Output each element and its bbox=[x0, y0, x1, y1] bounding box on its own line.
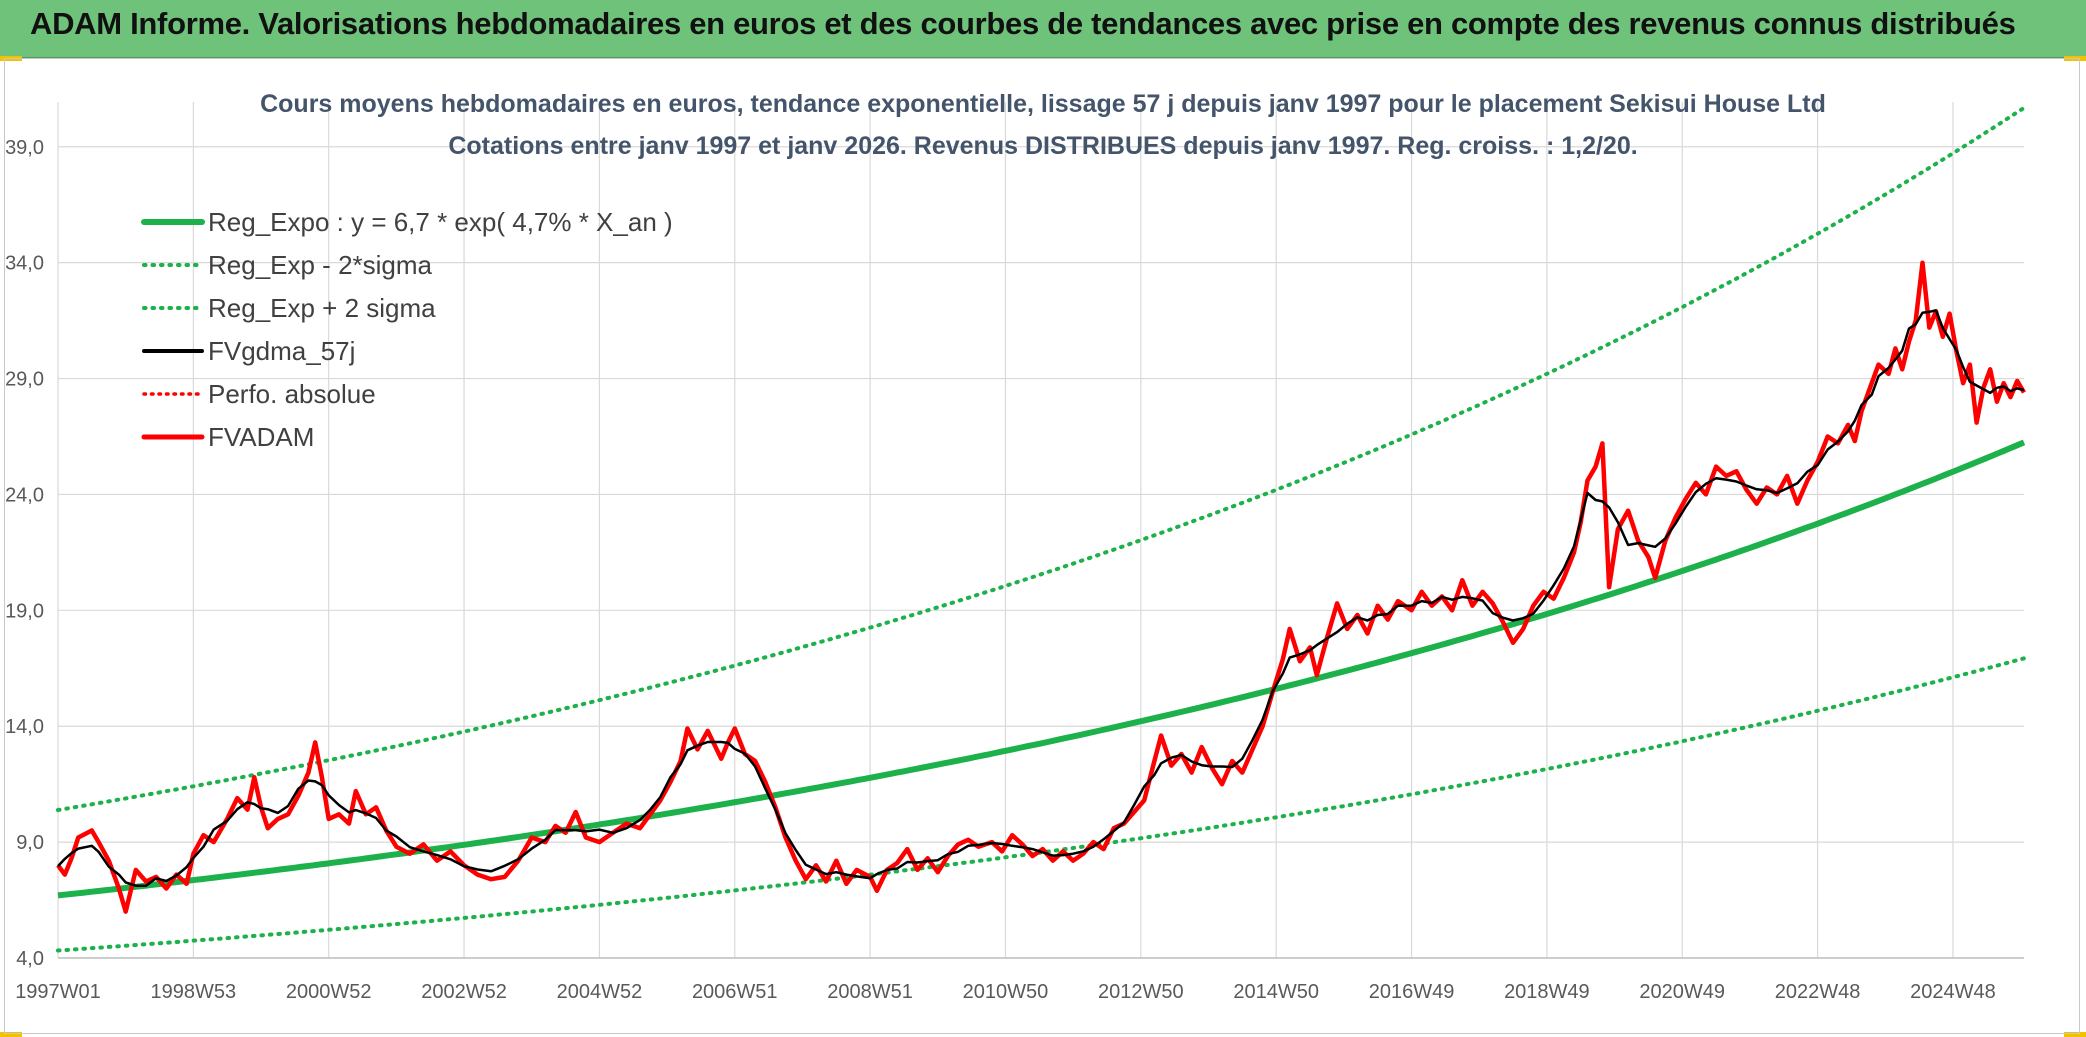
y-tick-label: 14,0 bbox=[5, 716, 44, 738]
x-tick-label: 2008W51 bbox=[827, 981, 913, 1003]
legend-label: FVADAM bbox=[208, 422, 314, 452]
header-bar: ADAM Informe. Valorisations hebdomadaire… bbox=[0, 0, 2086, 58]
x-tick-label: 2006W51 bbox=[692, 981, 778, 1003]
y-tick-label: 39,0 bbox=[5, 137, 44, 159]
legend-label: FVgdma_57j bbox=[208, 336, 355, 366]
x-tick-label: 1998W53 bbox=[151, 981, 237, 1003]
x-tick-label: 2024W48 bbox=[1910, 981, 1996, 1003]
x-tick-label: 2018W49 bbox=[1504, 981, 1590, 1003]
legend-label: Reg_Expo : y = 6,7 * exp( 4,7% * X_an ) bbox=[208, 207, 673, 237]
series-layer bbox=[56, 105, 2026, 953]
gridlines bbox=[57, 102, 2024, 959]
page-title: ADAM Informe. Valorisations hebdomadaire… bbox=[30, 6, 2016, 41]
x-tick-label: 2014W50 bbox=[1233, 981, 1319, 1003]
legend-label: Reg_Exp - 2*sigma bbox=[208, 250, 433, 280]
x-tick-label: 2002W52 bbox=[421, 981, 507, 1003]
x-tick-label: 2016W49 bbox=[1369, 981, 1455, 1003]
chart-subtitle: Cotations entre janv 1997 et janv 2026. … bbox=[448, 132, 1637, 160]
y-tick-label: 19,0 bbox=[5, 600, 44, 622]
x-tick-label: 2012W50 bbox=[1098, 981, 1184, 1003]
series-fvgdma-57j bbox=[57, 309, 2025, 887]
x-tick-label: 2010W50 bbox=[963, 981, 1049, 1003]
axes: 4,0 9,0 14,0 19,0 24,0 29,0 34,0 39,0 1997W01 199… bbox=[5, 137, 2024, 1003]
y-tick-label: 4,0 bbox=[16, 948, 44, 970]
x-tick-label: 1997W01 bbox=[15, 981, 101, 1003]
y-tick-label: 24,0 bbox=[5, 484, 44, 506]
chart-frame bbox=[4, 58, 2080, 1034]
y-tick-label: 29,0 bbox=[5, 369, 44, 391]
legend: Reg_Expo : y = 6,7 * exp( 4,7% * X_an ) R… bbox=[141, 207, 673, 452]
x-tick-label: 2000W52 bbox=[286, 981, 372, 1003]
y-tick-label: 9,0 bbox=[16, 832, 44, 854]
legend-label: Perfo. absolue bbox=[208, 379, 376, 409]
series-reg-exp-plus-2sigma bbox=[56, 105, 2026, 812]
x-tick-label: 2020W49 bbox=[1639, 981, 1725, 1003]
y-tick-label: 34,0 bbox=[5, 253, 44, 275]
series-fvadam bbox=[56, 260, 2026, 914]
x-tick-label: 2022W48 bbox=[1775, 981, 1861, 1003]
chart-title: Cours moyens hebdomadaires en euros, ten… bbox=[260, 90, 1826, 118]
x-tick-label: 2004W52 bbox=[557, 981, 643, 1003]
legend-label: Reg_Exp + 2 sigma bbox=[208, 293, 436, 323]
series-reg-expo bbox=[57, 439, 2026, 899]
corner-mark-bottom-left bbox=[0, 1032, 22, 1037]
corner-mark-bottom-right bbox=[2064, 1032, 2086, 1037]
